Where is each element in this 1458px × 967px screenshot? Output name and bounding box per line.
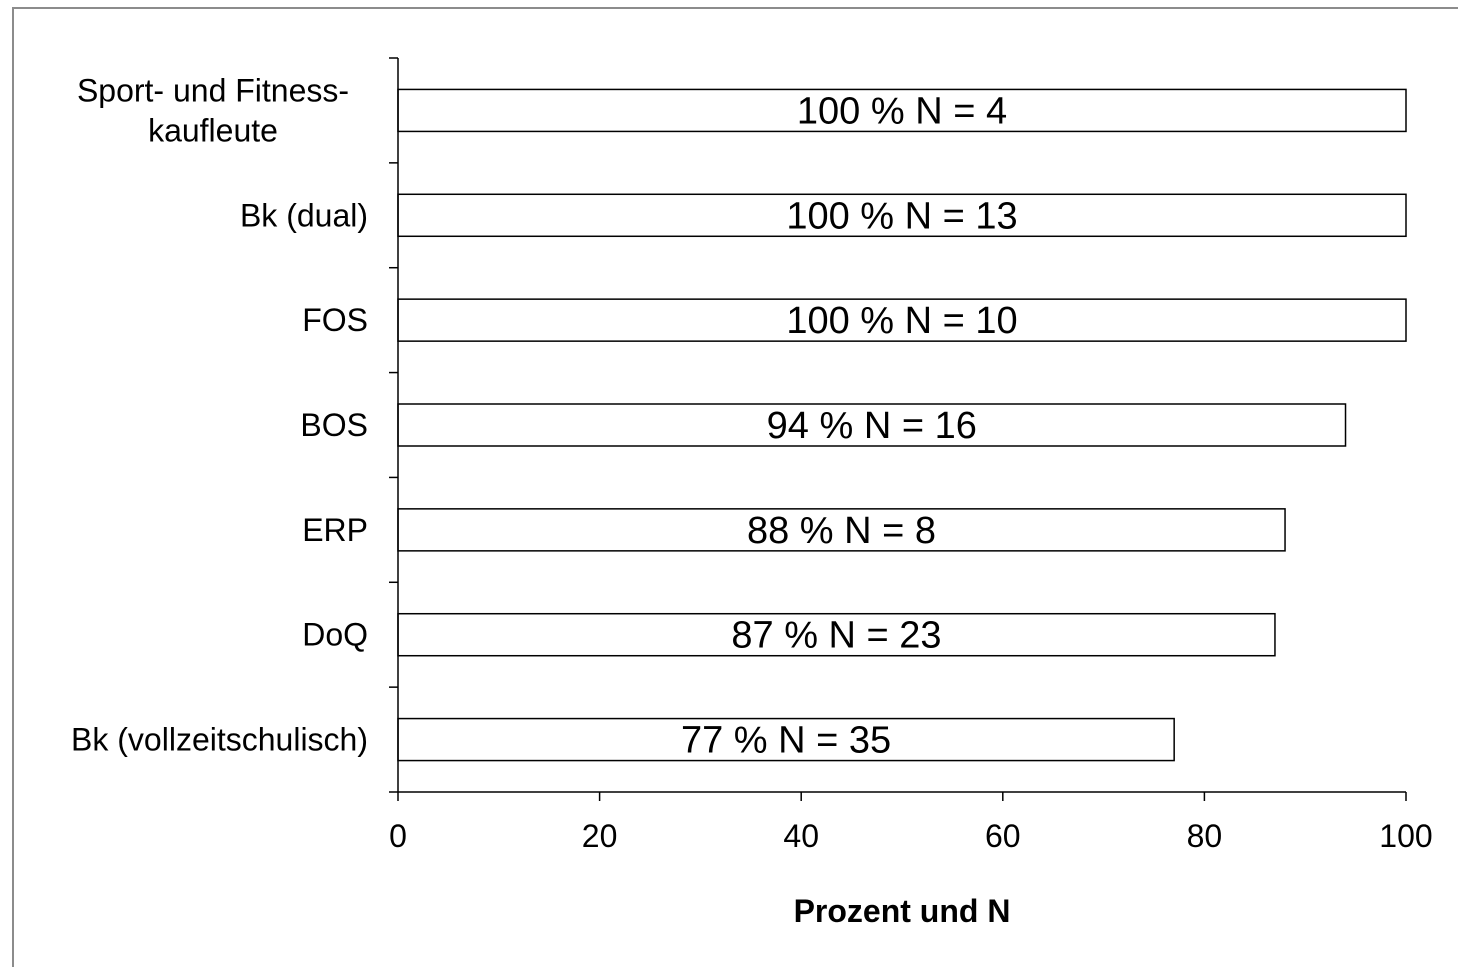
x-tick-label: 0 [389,818,407,854]
bar-label: 77 % N = 35 [681,720,891,762]
category-label: ERP [302,512,368,548]
bar [397,508,1286,552]
x-tick-label: 80 [1187,818,1223,854]
bar-label: 87 % N = 23 [731,615,941,657]
category-label: Bk (dual) [240,197,368,233]
category-label: kaufleute [148,112,278,148]
bar [397,88,1407,133]
bar [397,298,1407,342]
category-label: FOS [302,302,368,338]
bar-label: 100 % N = 10 [786,300,1017,342]
x-tick-label: 100 [1379,818,1432,854]
x-tick-label: 20 [582,818,618,854]
chart-frame [12,7,1458,967]
bar [397,403,1347,447]
x-axis-title: Prozent und N [794,893,1011,929]
bar [397,612,1276,657]
bar [397,717,1175,762]
category-label: Bk (vollzeitschulisch) [71,722,368,758]
x-tick-label: 60 [985,818,1021,854]
category-label: BOS [300,407,368,443]
bar-label: 94 % N = 16 [767,405,977,447]
bar-label: 100 % N = 13 [786,195,1017,237]
x-tick-label: 40 [783,818,819,854]
category-label: Sport- und Fitness- [77,72,349,108]
category-label: DoQ [302,617,368,653]
bar-label: 100 % N = 4 [797,90,1007,132]
bar-label: 88 % N = 8 [747,510,936,552]
